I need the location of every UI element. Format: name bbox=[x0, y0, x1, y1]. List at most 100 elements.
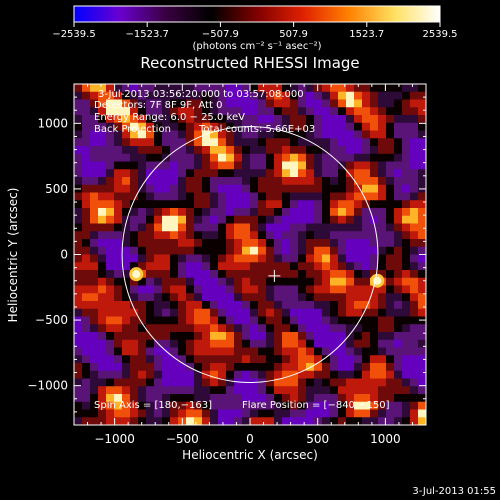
image-pixel bbox=[386, 99, 395, 108]
image-pixel bbox=[370, 339, 379, 348]
image-pixel bbox=[138, 107, 147, 116]
image-pixel bbox=[290, 161, 299, 170]
image-pixel bbox=[346, 107, 355, 116]
image-pixel bbox=[346, 192, 355, 201]
image-pixel bbox=[282, 370, 291, 379]
image-pixel bbox=[226, 153, 235, 162]
image-pixel bbox=[74, 355, 83, 364]
image-pixel bbox=[98, 394, 107, 403]
image-pixel bbox=[178, 184, 187, 193]
image-pixel bbox=[322, 270, 331, 279]
image-pixel bbox=[210, 215, 219, 224]
image-pixel bbox=[130, 409, 139, 418]
image-pixel bbox=[202, 184, 211, 193]
image-pixel bbox=[322, 200, 331, 209]
image-pixel bbox=[370, 347, 379, 356]
image-pixel bbox=[210, 208, 219, 217]
image-pixel bbox=[226, 417, 235, 425]
image-pixel bbox=[306, 184, 315, 193]
image-pixel bbox=[130, 363, 139, 372]
image-pixel bbox=[114, 208, 123, 217]
image-pixel bbox=[138, 122, 147, 131]
image-pixel bbox=[274, 262, 283, 271]
image-pixel bbox=[138, 246, 147, 255]
image-pixel bbox=[322, 332, 331, 341]
image-pixel bbox=[162, 394, 171, 403]
image-pixel bbox=[290, 386, 299, 395]
image-pixel bbox=[298, 355, 307, 364]
image-pixel bbox=[410, 231, 419, 240]
image-pixel bbox=[378, 285, 387, 294]
image-pixel bbox=[266, 215, 275, 224]
image-pixel bbox=[338, 91, 347, 100]
image-pixel bbox=[418, 200, 426, 209]
image-pixel bbox=[202, 246, 211, 255]
image-pixel bbox=[306, 223, 315, 232]
image-pixel bbox=[186, 308, 195, 317]
image-pixel bbox=[242, 239, 251, 248]
image-pixel bbox=[274, 301, 283, 310]
image-pixel bbox=[266, 386, 275, 395]
image-pixel bbox=[226, 270, 235, 279]
image-pixel bbox=[178, 285, 187, 294]
image-pixel bbox=[298, 192, 307, 201]
image-pixel bbox=[218, 378, 227, 387]
image-pixel bbox=[122, 301, 131, 310]
image-pixel bbox=[178, 254, 187, 263]
image-pixel bbox=[82, 115, 91, 124]
image-pixel bbox=[362, 409, 371, 418]
image-pixel bbox=[386, 285, 395, 294]
image-pixel bbox=[202, 208, 211, 217]
image-pixel bbox=[298, 91, 307, 100]
image-pixel bbox=[186, 161, 195, 170]
image-pixel bbox=[90, 115, 99, 124]
image-pixel bbox=[250, 208, 259, 217]
image-pixel bbox=[386, 107, 395, 116]
image-pixel bbox=[298, 347, 307, 356]
image-pixel bbox=[234, 161, 243, 170]
image-pixel bbox=[162, 332, 171, 341]
image-pixel bbox=[154, 177, 163, 186]
colorbar-tick-label: 2539.5 bbox=[423, 29, 458, 40]
image-pixel bbox=[290, 239, 299, 248]
image-pixel bbox=[90, 254, 99, 263]
image-pixel bbox=[162, 177, 171, 186]
image-pixel bbox=[370, 231, 379, 240]
image-pixel bbox=[362, 301, 371, 310]
image-pixel bbox=[90, 316, 99, 325]
image-pixel bbox=[74, 239, 83, 248]
image-pixel bbox=[362, 355, 371, 364]
image-pixel bbox=[338, 316, 347, 325]
image-pixel bbox=[402, 277, 411, 286]
image-pixel bbox=[298, 308, 307, 317]
image-pixel bbox=[122, 277, 131, 286]
image-pixel bbox=[378, 386, 387, 395]
image-pixel bbox=[154, 370, 163, 379]
image-pixel bbox=[258, 386, 267, 395]
image-pixel bbox=[274, 99, 283, 108]
image-pixel bbox=[138, 161, 147, 170]
image-pixel bbox=[322, 115, 331, 124]
image-pixel bbox=[282, 115, 291, 124]
image-pixel bbox=[90, 394, 99, 403]
image-pixel bbox=[114, 192, 123, 201]
image-pixel bbox=[154, 254, 163, 263]
image-pixel bbox=[178, 316, 187, 325]
image-pixel bbox=[154, 324, 163, 333]
image-pixel bbox=[154, 239, 163, 248]
image-pixel bbox=[410, 355, 419, 364]
image-pixel bbox=[362, 215, 371, 224]
image-pixel bbox=[114, 301, 123, 310]
image-pixel bbox=[234, 138, 243, 147]
image-pixel bbox=[346, 169, 355, 178]
image-pixel bbox=[402, 231, 411, 240]
image-pixel bbox=[250, 153, 259, 162]
image-pixel bbox=[306, 153, 315, 162]
image-pixel bbox=[338, 215, 347, 224]
image-pixel bbox=[90, 130, 99, 139]
image-pixel bbox=[322, 339, 331, 348]
image-pixel bbox=[370, 200, 379, 209]
image-pixel bbox=[346, 386, 355, 395]
image-pixel bbox=[170, 386, 179, 395]
image-pixel bbox=[314, 301, 323, 310]
